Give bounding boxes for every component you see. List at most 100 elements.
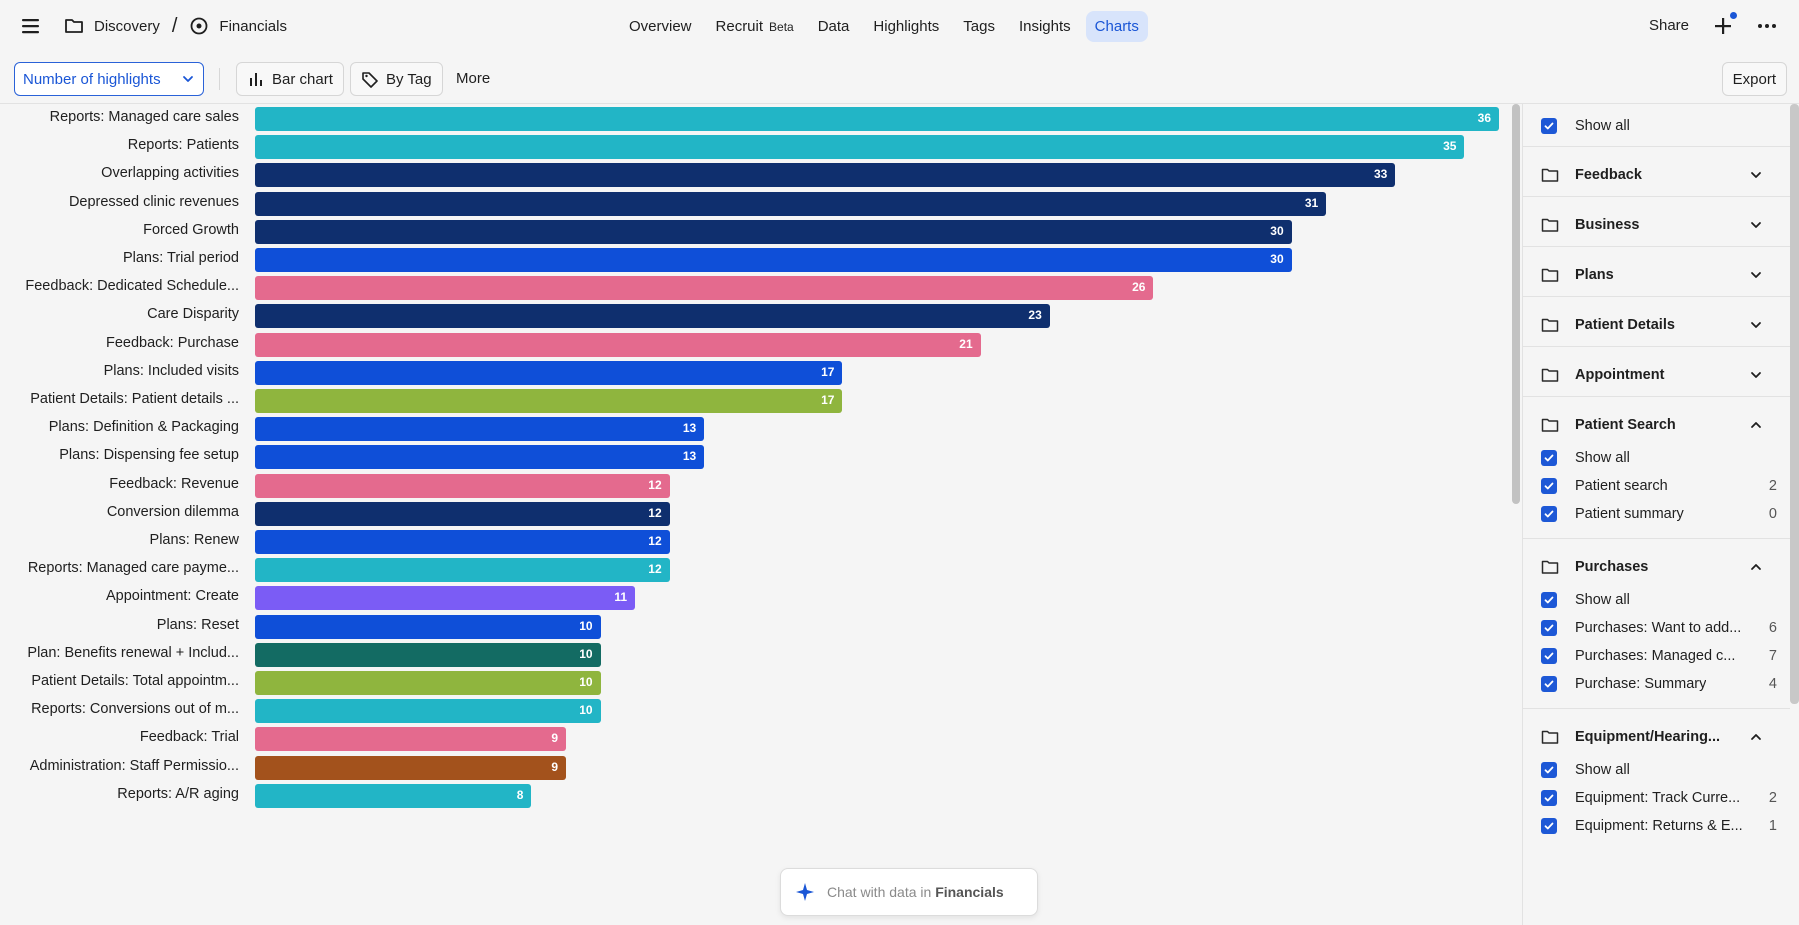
tag-filter-item[interactable]: Patient summary 0 bbox=[1523, 498, 1790, 530]
bar[interactable]: 10 bbox=[255, 642, 601, 667]
checkbox[interactable] bbox=[1541, 118, 1557, 134]
checkbox[interactable] bbox=[1541, 450, 1557, 466]
check-icon bbox=[1544, 680, 1554, 688]
checkbox[interactable] bbox=[1541, 762, 1557, 778]
group-show-all-filter[interactable]: Show all bbox=[1523, 584, 1790, 616]
bar[interactable]: 30 bbox=[255, 219, 1292, 244]
folder-icon bbox=[1541, 559, 1559, 575]
tab-recruit[interactable]: Recruit Beta bbox=[707, 11, 803, 42]
panel-scrollbar[interactable] bbox=[1790, 104, 1799, 704]
bar[interactable]: 13 bbox=[255, 445, 705, 470]
bar[interactable]: 36 bbox=[255, 107, 1499, 131]
bar-label: Depressed clinic revenues bbox=[68, 193, 239, 210]
filter-count: 0 bbox=[1768, 506, 1777, 522]
tab-data[interactable]: Data bbox=[817, 18, 850, 35]
chart-toolbar: Number of highlights Bar chart By Tag Mo… bbox=[0, 52, 1799, 104]
chat-prefix: Chat with data in bbox=[827, 884, 932, 900]
bar-row: Reports: Managed care sales 36 bbox=[0, 107, 1508, 131]
chevron-down-icon bbox=[1749, 318, 1763, 332]
checkbox[interactable] bbox=[1541, 648, 1557, 664]
group-by-button[interactable]: By Tag bbox=[350, 62, 443, 96]
bar[interactable]: 23 bbox=[255, 304, 1050, 329]
chart-type-button[interactable]: Bar chart bbox=[236, 62, 344, 96]
tab-charts[interactable]: Charts bbox=[1085, 11, 1148, 42]
bar[interactable]: 26 bbox=[255, 276, 1154, 301]
bar[interactable]: 10 bbox=[255, 699, 601, 724]
bar-value-label: 8 bbox=[516, 787, 524, 802]
bar-value-label: 33 bbox=[1373, 167, 1388, 182]
bar[interactable]: 17 bbox=[255, 389, 843, 413]
bar[interactable]: 21 bbox=[255, 332, 981, 357]
checkbox[interactable] bbox=[1541, 790, 1557, 806]
tag-filter-item[interactable]: Purchases: Managed c... 7 bbox=[1523, 640, 1790, 672]
filter-label: Show all bbox=[1575, 592, 1630, 608]
tag-group-header[interactable]: Purchases bbox=[1523, 539, 1790, 595]
bar[interactable]: 12 bbox=[255, 501, 670, 526]
tag-group-header[interactable]: Business bbox=[1523, 197, 1790, 253]
add-button[interactable] bbox=[1711, 12, 1737, 38]
tag-group-header[interactable]: Appointment bbox=[1523, 347, 1790, 403]
checkbox[interactable] bbox=[1541, 478, 1557, 494]
metric-select[interactable]: Number of highlights bbox=[14, 62, 204, 96]
bar[interactable]: 35 bbox=[255, 135, 1465, 160]
bar[interactable]: 10 bbox=[255, 614, 601, 639]
bar[interactable]: 12 bbox=[255, 473, 670, 498]
bar[interactable]: 13 bbox=[255, 417, 705, 442]
tab-overview[interactable]: Overview bbox=[629, 18, 692, 35]
bar-label: Patient Details: Total appointm... bbox=[31, 673, 239, 689]
check-icon bbox=[1544, 652, 1554, 660]
tag-filter-item[interactable]: Purchase: Summary 4 bbox=[1523, 668, 1790, 700]
group-show-all-filter[interactable]: Show all bbox=[1523, 442, 1790, 474]
bar-label: Plans: Included visits bbox=[103, 362, 239, 379]
group-by-label: By Tag bbox=[386, 70, 432, 88]
chart-scrollbar[interactable] bbox=[1512, 104, 1520, 504]
bar[interactable]: 9 bbox=[255, 755, 566, 780]
tag-filter-item[interactable]: Patient search 2 bbox=[1523, 470, 1790, 502]
checkbox[interactable] bbox=[1541, 818, 1557, 834]
checkbox[interactable] bbox=[1541, 592, 1557, 608]
chat-with-data-input[interactable]: Chat with data in Financials bbox=[780, 868, 1038, 916]
show-all-filter[interactable]: Show all bbox=[1523, 110, 1790, 142]
checkbox[interactable] bbox=[1541, 676, 1557, 692]
bar-row: Plans: Trial period 30 bbox=[0, 248, 1508, 272]
tag-filter-item[interactable]: Equipment: Track Curre... 2 bbox=[1523, 782, 1790, 814]
bar[interactable]: 10 bbox=[255, 671, 601, 695]
breadcrumb-separator: / bbox=[171, 14, 178, 37]
tab-tags[interactable]: Tags bbox=[963, 18, 995, 35]
tag-filter-item[interactable]: Equipment: Returns & E... 1 bbox=[1523, 810, 1790, 842]
bar[interactable]: 17 bbox=[255, 360, 843, 385]
check-icon bbox=[1544, 766, 1554, 774]
folder-icon bbox=[1541, 367, 1559, 383]
share-button[interactable]: Share bbox=[1648, 17, 1689, 34]
bar[interactable]: 33 bbox=[255, 163, 1396, 188]
checkbox[interactable] bbox=[1541, 620, 1557, 636]
tag-group-header[interactable]: Patient Details bbox=[1523, 297, 1790, 353]
tag-group-header[interactable]: Feedback bbox=[1523, 147, 1790, 203]
breadcrumb-page[interactable]: Financials bbox=[219, 17, 287, 35]
bar[interactable]: 8 bbox=[255, 783, 532, 808]
tab-insights[interactable]: Insights bbox=[1018, 18, 1071, 35]
tag-filter-item[interactable]: Purchases: Want to add... 6 bbox=[1523, 612, 1790, 644]
bar[interactable]: 12 bbox=[255, 558, 670, 583]
compass-icon bbox=[189, 16, 209, 36]
tag-group-header[interactable]: Plans bbox=[1523, 247, 1790, 303]
bar[interactable]: 12 bbox=[255, 530, 670, 554]
tag-group-header[interactable]: Equipment/Hearing... bbox=[1523, 709, 1790, 765]
group-show-all-filter[interactable]: Show all bbox=[1523, 754, 1790, 786]
bar[interactable]: 9 bbox=[255, 727, 566, 752]
breadcrumb-project[interactable]: Discovery bbox=[94, 17, 160, 35]
bar[interactable]: 11 bbox=[255, 586, 636, 611]
tag-group-header[interactable]: Patient Search bbox=[1523, 397, 1790, 453]
tab-highlights[interactable]: Highlights bbox=[873, 18, 940, 35]
export-button[interactable]: Export bbox=[1721, 62, 1787, 96]
bar-label: Patient Details: Patient details ... bbox=[30, 391, 239, 407]
more-options-button[interactable] bbox=[1755, 14, 1779, 38]
group-title: Business bbox=[1575, 217, 1640, 233]
bar[interactable]: 31 bbox=[255, 191, 1327, 216]
bar[interactable]: 30 bbox=[255, 248, 1292, 272]
bar-row: Depressed clinic revenues 31 bbox=[0, 191, 1508, 216]
checkbox[interactable] bbox=[1541, 506, 1557, 522]
menu-icon[interactable] bbox=[20, 16, 42, 36]
bar-label: Overlapping activities bbox=[101, 165, 239, 182]
more-button[interactable]: More bbox=[456, 70, 491, 87]
